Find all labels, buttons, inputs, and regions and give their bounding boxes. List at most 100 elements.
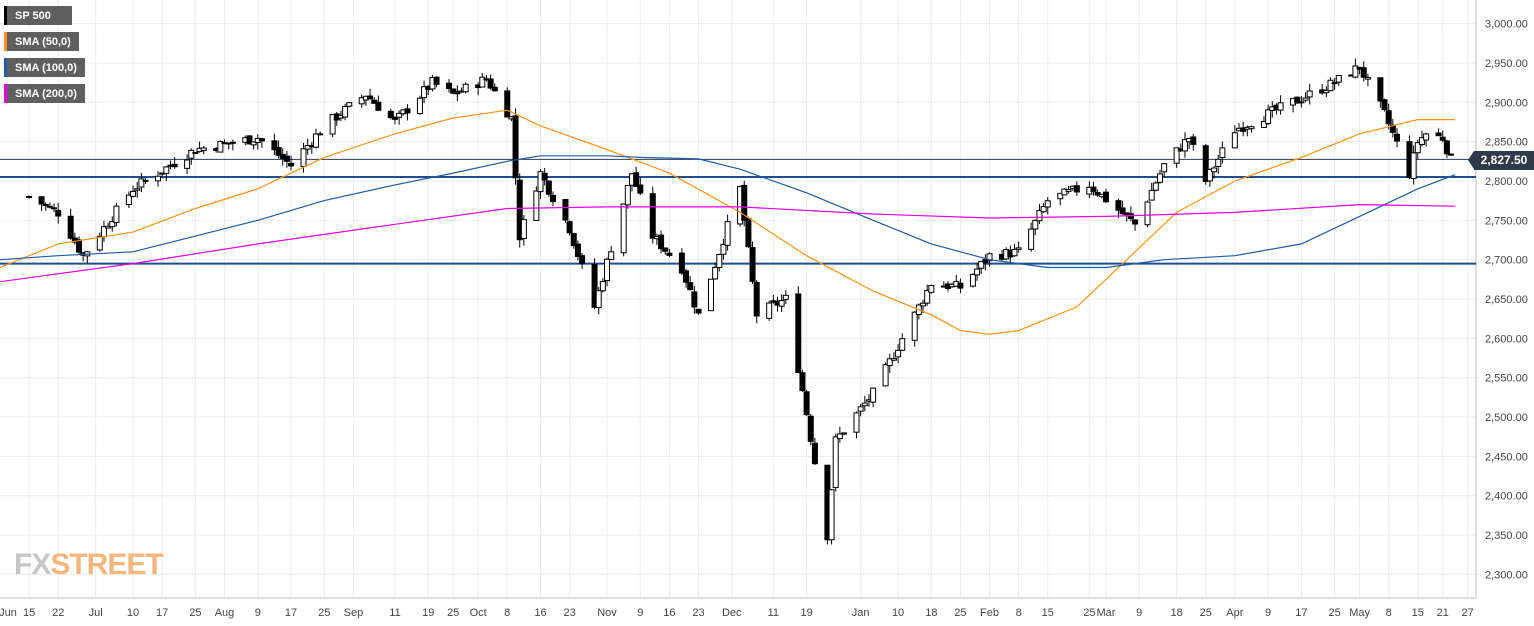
- x-tick-label: 10: [892, 607, 904, 619]
- x-tick-label: 15: [1412, 607, 1424, 619]
- chart-legend: SP 500 SMA (50,0) SMA (100,0) SMA (200,0…: [4, 6, 85, 110]
- x-tick-label: Sep: [344, 607, 364, 619]
- candle-down: [549, 194, 556, 203]
- x-tick-label: 17: [285, 607, 297, 619]
- candle-up: [188, 149, 195, 159]
- candle-down: [26, 195, 33, 198]
- x-tick-label: 17: [156, 607, 168, 619]
- candle-up: [782, 294, 789, 300]
- legend-label: SP 500: [15, 9, 51, 22]
- x-tick-label: Jan: [852, 607, 870, 619]
- x-tick-label: 9: [1136, 607, 1142, 619]
- candle-up: [853, 412, 860, 433]
- candle-up: [1036, 210, 1043, 222]
- legend-sp500[interactable]: SP 500: [4, 6, 72, 25]
- candle-down: [38, 196, 45, 205]
- candle-up: [1323, 89, 1330, 94]
- y-tick-label: 2,450.00: [1485, 451, 1528, 463]
- candle-down: [433, 76, 440, 85]
- y-tick-label: 2,700.00: [1485, 255, 1528, 267]
- candle-up: [974, 268, 981, 276]
- candle-up: [163, 166, 170, 174]
- x-tick-label: 9: [255, 607, 261, 619]
- candle-up: [479, 76, 486, 88]
- candle-down: [192, 152, 199, 155]
- x-axis: Jun 15 22 Jul 10 17 25 Aug 9 17 25 Sep 11 19 25 Oct 8 16 2…: [0, 607, 1474, 619]
- candle-up: [1206, 168, 1213, 182]
- candle-up: [1011, 248, 1018, 257]
- candle-up: [304, 145, 311, 150]
- candle-down: [512, 115, 519, 179]
- sma-lines: [0, 109, 1456, 336]
- candle-up: [624, 184, 631, 206]
- candle-down: [683, 270, 690, 283]
- candle-up: [1044, 200, 1051, 208]
- x-tick-label: 22: [52, 607, 64, 619]
- candle-up: [1410, 152, 1417, 180]
- candle-down: [1094, 192, 1101, 196]
- candle-up: [1448, 153, 1455, 156]
- candle-down: [658, 234, 665, 250]
- candle-down: [1435, 132, 1442, 137]
- candle-down: [404, 108, 411, 114]
- candle-down: [741, 184, 748, 221]
- candle-up: [130, 190, 137, 197]
- x-tick-label: 25: [1200, 607, 1212, 619]
- y-tick-label: 2,550.00: [1485, 373, 1528, 385]
- candle-down: [371, 99, 378, 104]
- candle-up: [1015, 247, 1022, 250]
- legend-sma50[interactable]: SMA (50,0): [4, 32, 79, 51]
- candle-up: [1032, 219, 1039, 230]
- candle-up: [832, 436, 839, 489]
- candle-up: [1152, 182, 1159, 191]
- x-tick-label: 11: [389, 607, 400, 619]
- candle-down: [1090, 186, 1097, 192]
- x-tick-label: 25: [1083, 607, 1095, 619]
- y-tick-label: 2,750.00: [1485, 215, 1528, 227]
- candle-down: [51, 207, 58, 210]
- candle-down: [271, 140, 278, 151]
- candle-up: [928, 285, 935, 293]
- candle-up: [895, 349, 902, 358]
- candle-up: [1173, 147, 1180, 164]
- candle-up: [533, 190, 540, 222]
- candle-down: [749, 247, 756, 282]
- candle-down: [1132, 219, 1139, 225]
- candle-down: [367, 95, 374, 100]
- candle-down: [375, 101, 382, 111]
- candle-down: [566, 221, 573, 234]
- logo-street: STREET: [50, 548, 163, 581]
- candle-down: [687, 282, 694, 291]
- candle-up: [1277, 102, 1284, 111]
- y-tick-label: 3,000.00: [1485, 19, 1528, 31]
- x-tick-label: 18: [1171, 607, 1183, 619]
- candle-up: [886, 358, 893, 367]
- candle-down: [258, 138, 265, 142]
- candle-down: [1202, 145, 1209, 182]
- candle-down: [637, 184, 644, 194]
- legend-sma200[interactable]: SMA (200,0): [4, 84, 85, 103]
- candle-down: [753, 282, 760, 317]
- candle-up: [841, 432, 848, 435]
- candle-down: [171, 163, 178, 168]
- candle-up: [899, 338, 906, 351]
- candle-up: [416, 97, 423, 115]
- candle-up: [346, 102, 353, 107]
- candle-up: [1161, 163, 1168, 173]
- candle-down: [55, 209, 62, 217]
- candle-up: [154, 175, 161, 182]
- candle-down: [446, 82, 453, 89]
- candle-down: [487, 78, 494, 89]
- candle-down: [1331, 82, 1338, 85]
- candle-up: [138, 178, 145, 188]
- candle-up: [1231, 132, 1238, 149]
- legend-sma100[interactable]: SMA (100,0): [4, 58, 85, 77]
- candle-up: [716, 254, 723, 269]
- candle-down: [67, 215, 74, 239]
- candle-up: [1364, 77, 1371, 80]
- candle-up: [707, 278, 714, 312]
- candle-down: [662, 247, 669, 252]
- candle-up: [882, 364, 889, 387]
- candle-down: [591, 263, 598, 308]
